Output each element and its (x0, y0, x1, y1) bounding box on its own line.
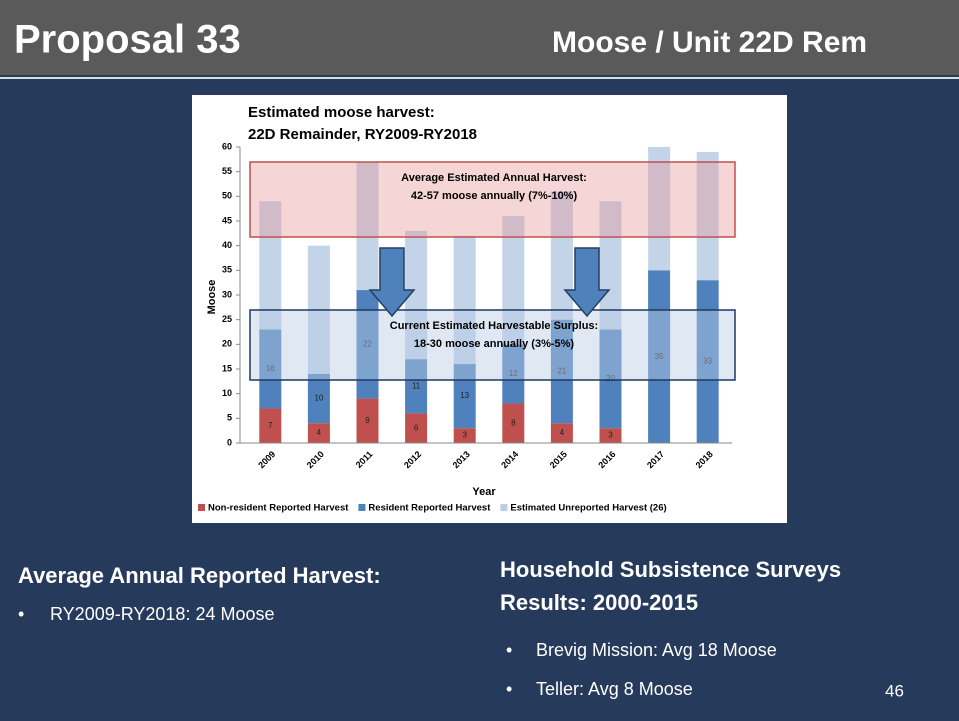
legend-label: Resident Reported Harvest (368, 503, 491, 514)
y-tick-label: 55 (222, 166, 232, 176)
y-axis-label: Moose (206, 280, 218, 315)
header-band (0, 0, 959, 75)
data-label: 4 (317, 428, 322, 437)
x-axis-label: Year (472, 486, 496, 498)
bar-segment (307, 423, 330, 443)
left-heading: Average Annual Reported Harvest: (18, 563, 381, 588)
data-label: 8 (511, 418, 516, 427)
bar-segment (453, 428, 476, 443)
bar-segment (502, 403, 525, 443)
bar-segment (648, 270, 671, 443)
y-tick-label: 30 (222, 289, 232, 299)
data-label: 20 (606, 374, 615, 383)
data-label: 21 (557, 367, 566, 376)
bullet: • (506, 640, 512, 660)
annotation-text: Average Estimated Annual Harvest: (401, 172, 587, 184)
legend-label: Estimated Unreported Harvest (26) (510, 503, 666, 514)
bars (259, 147, 719, 443)
bar-segment (356, 398, 379, 443)
data-label: 35 (655, 352, 664, 361)
y-tick-label: 15 (222, 363, 232, 373)
bullet: • (506, 679, 512, 699)
legend-swatch (198, 504, 205, 511)
bar-segment (599, 428, 622, 443)
data-label: 3 (608, 431, 613, 440)
y-tick-label: 5 (227, 413, 232, 423)
y-tick-label: 50 (222, 191, 232, 201)
bar-segment (599, 329, 622, 429)
legend-swatch (358, 504, 366, 511)
data-label: 11 (412, 381, 421, 390)
bar-segment (356, 290, 379, 399)
y-tick-label: 20 (222, 339, 232, 349)
data-label: 33 (703, 357, 712, 366)
slide-subtitle: Moose / Unit 22D Rem (552, 26, 867, 59)
bar-segment (453, 235, 476, 365)
bullet-text: RY2009-RY2018: 24 Moose (50, 604, 275, 624)
page-number: 46 (885, 681, 904, 700)
data-label: 7 (268, 421, 273, 430)
bar-segment (502, 216, 525, 345)
bar-segment (405, 230, 428, 360)
data-label: 22 (363, 339, 372, 348)
data-label: 9 (365, 416, 370, 425)
bar-segment (259, 329, 282, 409)
bullet-text: Teller: Avg 8 Moose (536, 679, 693, 699)
bullet: • (18, 604, 24, 624)
right-heading: Results: 2000-2015 (500, 590, 698, 615)
annotation-text: 42-57 moose annually (7%-10%) (411, 190, 578, 202)
chart-title: 22D Remainder, RY2009-RY2018 (248, 126, 477, 143)
y-tick-label: 60 (222, 141, 232, 151)
bar-segment (696, 151, 719, 281)
bar-segment (550, 191, 573, 320)
bar-segment (696, 280, 719, 443)
chart-frame (192, 95, 787, 523)
data-label: 13 (460, 391, 469, 400)
annotation-box (249, 309, 736, 381)
slide-title: Proposal 33 (14, 18, 241, 62)
data-label: 4 (560, 428, 565, 437)
data-label: 16 (266, 364, 275, 373)
bar-segment (599, 201, 622, 330)
chart-title: Estimated moose harvest: (248, 104, 435, 121)
legend-label: Non-resident Reported Harvest (208, 503, 349, 514)
data-label: 12 (509, 369, 518, 378)
bar-segment (405, 413, 428, 443)
annotation-box (249, 161, 736, 238)
annotation-text: 18-30 moose annually (3%-5%) (414, 338, 575, 350)
bar-segment (259, 201, 282, 330)
data-label: 3 (462, 431, 467, 440)
bar-segment (259, 408, 282, 443)
bar-segment (405, 359, 428, 414)
arrow (368, 247, 416, 318)
bar-segment (356, 161, 379, 291)
legend-swatch (500, 504, 508, 511)
data-label: 6 (414, 423, 419, 432)
y-tick-label: 45 (222, 215, 232, 225)
bullet-text: Brevig Mission: Avg 18 Moose (536, 640, 777, 660)
bar-segment (307, 373, 330, 424)
bar-segment (550, 319, 573, 424)
y-tick-label: 35 (222, 265, 232, 275)
y-tick-label: 10 (222, 388, 232, 398)
y-tick-label: 25 (222, 314, 232, 324)
bar-segment (502, 344, 525, 404)
arrow (563, 247, 611, 318)
y-tick-label: 0 (227, 437, 232, 447)
bar-segment (550, 423, 573, 443)
right-heading: Household Subsistence Surveys (500, 557, 841, 582)
data-label: 10 (314, 394, 323, 403)
y-tick-label: 40 (222, 240, 232, 250)
bar-segment (648, 147, 671, 271)
annotation-text: Current Estimated Harvestable Surplus: (390, 320, 598, 332)
